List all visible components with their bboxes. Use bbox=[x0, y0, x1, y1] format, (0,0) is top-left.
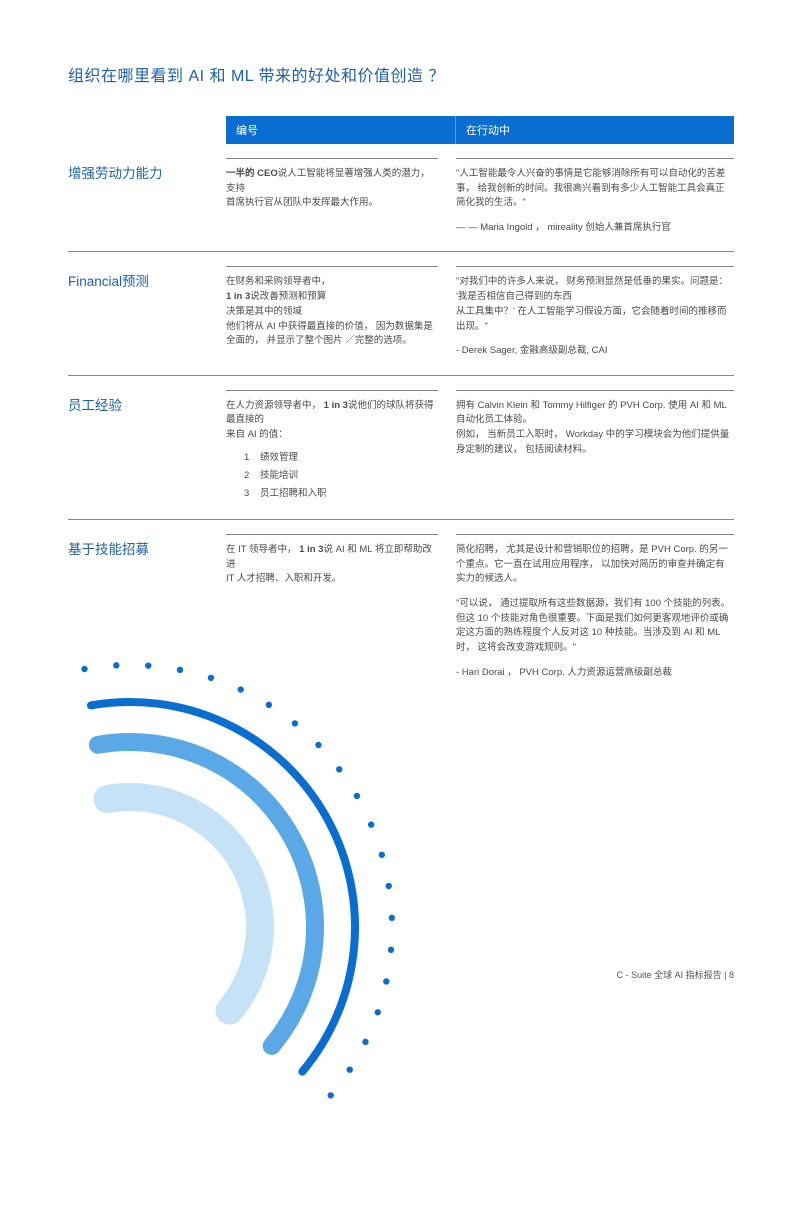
row-label: Financial预测 bbox=[68, 266, 226, 358]
row-label: 基于技能招募 bbox=[68, 534, 226, 680]
list-item: 技能培训 bbox=[244, 467, 438, 485]
list-item: 绩效管理 bbox=[244, 449, 438, 467]
page-footer: C - Suite 全球 AI 指标报告 | 8 bbox=[617, 968, 734, 981]
row-label: 员工经验 bbox=[68, 390, 226, 503]
row-quote: 拥有 Calvin Klein 和 Tommy Hilfiger 的 PVH C… bbox=[456, 399, 734, 458]
cell-divider bbox=[226, 534, 438, 535]
row-attribution: - Derek Sager, 金融高级副总裁, CAI bbox=[456, 344, 734, 358]
row-quote: "人工智能最令人兴奋的事情是它能够消除所有可以自动化的苦差事， 给我创新的时间。… bbox=[456, 167, 734, 211]
table-header-row: 编号 在行动中 bbox=[68, 116, 734, 144]
cell-divider bbox=[456, 534, 734, 535]
decorative-arcs bbox=[0, 647, 410, 1207]
col-header-2: 在行动中 bbox=[456, 116, 734, 144]
row-quote: "对我们中的许多人来说， 财务预测显然是低垂的果实。问题是： '我是否相信自己得… bbox=[456, 275, 734, 334]
table-row: Financial预测 在财务和采购领导者中，1 in 3说改善预测和预算决策是… bbox=[68, 252, 734, 375]
col-header-1: 编号 bbox=[226, 116, 456, 144]
cell-divider bbox=[456, 266, 734, 267]
cell-divider bbox=[456, 390, 734, 391]
row-quote: 简化招聘， 尤其是设计和营销职位的招聘，是 PVH Corp. 的另一个重点。它… bbox=[456, 543, 734, 587]
row-attribution: — — Maria Ingold ， mireality 创始人兼首席执行官 bbox=[456, 221, 734, 235]
cell-divider bbox=[226, 158, 438, 159]
row-label: 增强劳动力能力 bbox=[68, 158, 226, 235]
page-title: 组织在哪里看到 AI 和 ML 带来的好处和价值创造 ？ bbox=[68, 62, 734, 86]
benefit-list: 绩效管理 技能培训 员工招聘和入职 bbox=[244, 449, 438, 503]
table-row: 增强劳动力能力 一半的 CEO说人工智能将显著增强人类的潜力， 支持首席执行官从… bbox=[68, 144, 734, 252]
cell-divider bbox=[456, 158, 734, 159]
table-row: 基于技能招募 在 IT 领导者中， 1 in 3说 AI 和 ML 将立即帮助改… bbox=[68, 520, 734, 696]
table-row: 员工经验 在人力资源领导者中， 1 in 3说他们的球队将获得最直接的来自 AI… bbox=[68, 376, 734, 520]
cell-divider bbox=[226, 266, 438, 267]
row-description: 在人力资源领导者中， 1 in 3说他们的球队将获得最直接的来自 AI 的值： bbox=[226, 399, 438, 443]
row-description: 一半的 CEO说人工智能将显著增强人类的潜力， 支持首席执行官从团队中发挥最大作… bbox=[226, 167, 438, 211]
row-quote-2: "可以说， 通过提取所有这些数据源，我们有 100 个技能的列表。但这 10 个… bbox=[456, 597, 734, 656]
row-attribution: - Hari Dorai ， PVH Corp. 人力资源运营高级副总裁 bbox=[456, 666, 734, 680]
list-item: 员工招聘和入职 bbox=[244, 485, 438, 503]
row-description: 在财务和采购领导者中，1 in 3说改善预测和预算决策是其中的领域他们将从 AI… bbox=[226, 275, 438, 349]
cell-divider bbox=[226, 390, 438, 391]
row-description: 在 IT 领导者中， 1 in 3说 AI 和 ML 将立即帮助改进IT 人才招… bbox=[226, 543, 438, 587]
value-table: 编号 在行动中 增强劳动力能力 一半的 CEO说人工智能将显著增强人类的潜力， … bbox=[68, 116, 734, 696]
